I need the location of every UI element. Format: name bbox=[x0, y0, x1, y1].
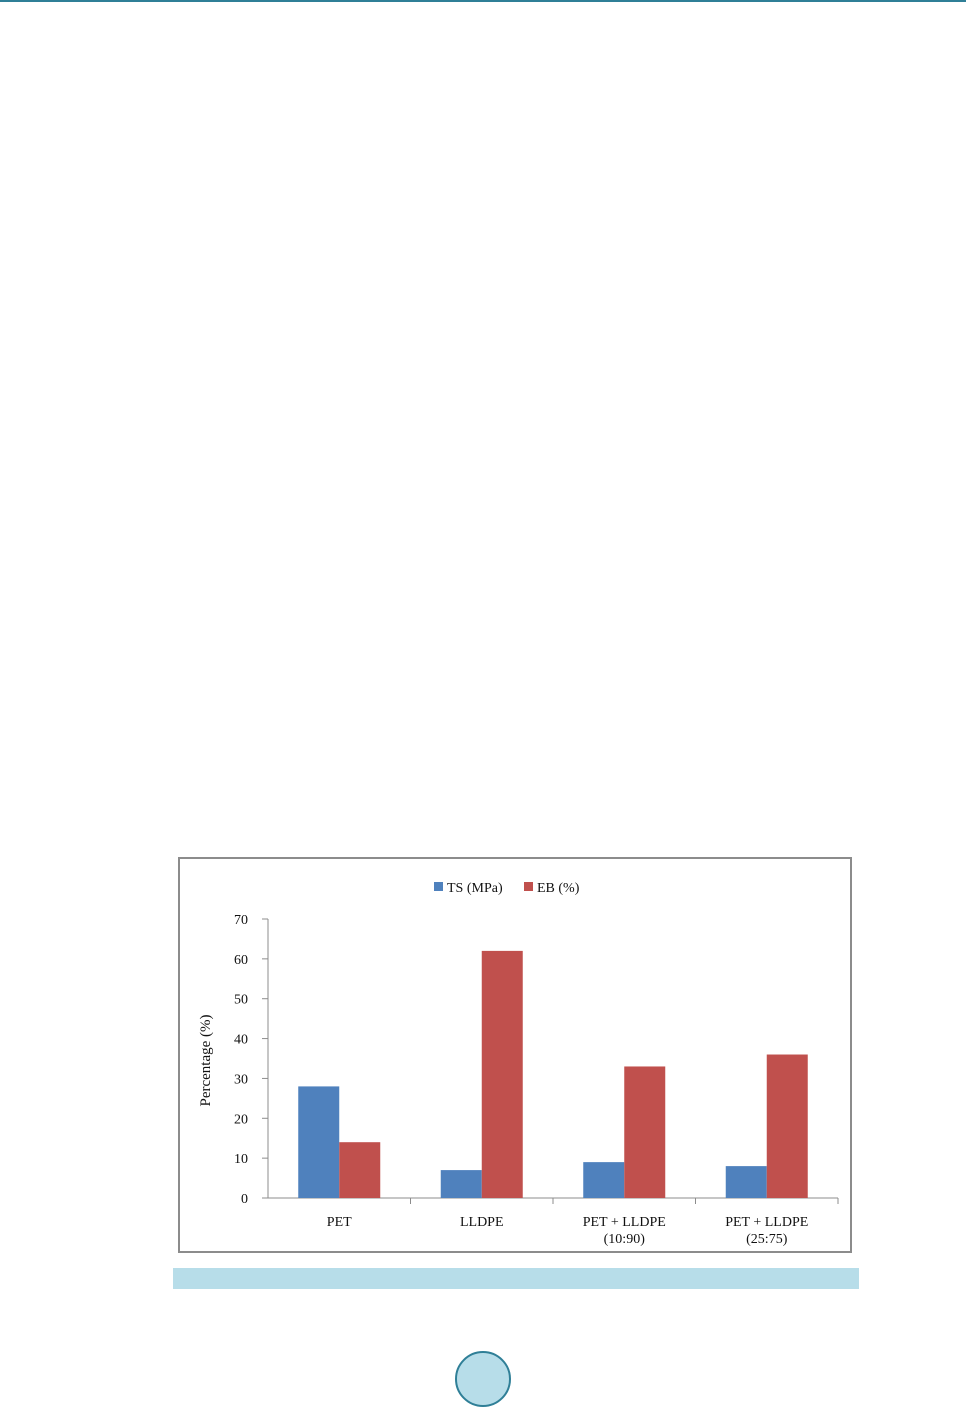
x-tick-label: LLDPE bbox=[460, 1215, 504, 1230]
legend-label-ts: TS (MPa) bbox=[447, 881, 503, 896]
x-tick-label: PET + LLDPE bbox=[583, 1215, 666, 1230]
y-tick-label: 20 bbox=[234, 1112, 248, 1127]
y-tick-label: 70 bbox=[234, 913, 248, 928]
y-tick-label: 40 bbox=[234, 1033, 248, 1048]
x-tick-label: PET + LLDPE bbox=[725, 1215, 808, 1230]
y-tick-label: 30 bbox=[234, 1072, 248, 1087]
bar-ts bbox=[440, 1170, 482, 1198]
y-tick-label: 10 bbox=[234, 1152, 248, 1167]
legend-swatch-eb bbox=[524, 882, 533, 891]
legend-swatch-ts bbox=[434, 882, 443, 891]
bar-ts bbox=[583, 1162, 625, 1198]
x-tick-label: (25:75) bbox=[746, 1232, 788, 1247]
legend-label-eb: EB (%) bbox=[537, 881, 580, 896]
bar-eb bbox=[766, 1054, 808, 1198]
y-tick-label: 0 bbox=[241, 1192, 248, 1207]
bar-ts bbox=[725, 1166, 767, 1198]
bar-ts bbox=[298, 1086, 340, 1198]
header-rule bbox=[0, 0, 966, 2]
y-tick-label: 50 bbox=[234, 993, 248, 1008]
y-axis-label: Percentage (%) bbox=[198, 1014, 214, 1106]
x-tick-label: PET bbox=[327, 1215, 352, 1230]
y-tick-label: 60 bbox=[234, 953, 248, 968]
bar-eb bbox=[624, 1066, 666, 1198]
bar-eb bbox=[481, 950, 523, 1198]
bar-eb bbox=[339, 1142, 381, 1198]
caption-bar bbox=[173, 1268, 859, 1289]
x-tick-label: (10:90) bbox=[604, 1232, 646, 1247]
page-number-badge bbox=[455, 1351, 511, 1407]
